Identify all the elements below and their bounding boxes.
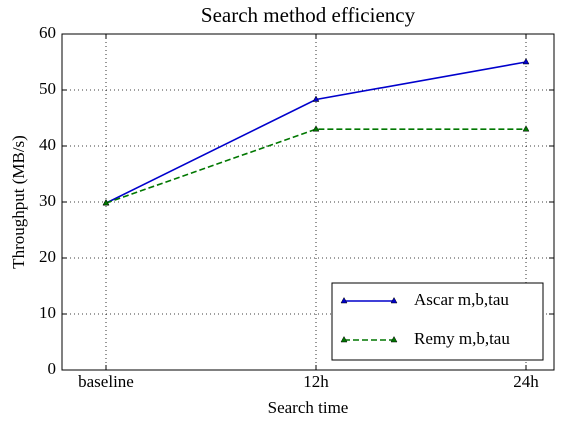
y-tick-label: 40 [39, 135, 56, 154]
y-tick-label: 50 [39, 79, 56, 98]
line [105, 128, 526, 204]
y-tick-label: 30 [39, 191, 56, 210]
y-axis-label: Throughput (MB/s) [9, 135, 28, 269]
chart-title: Search method efficiency [201, 3, 416, 27]
legend-marker [340, 296, 348, 304]
marker [312, 95, 320, 102]
legend-marker [340, 335, 348, 343]
y-tick-label: 10 [39, 303, 56, 322]
marker [312, 125, 320, 132]
marker [522, 125, 530, 132]
y-tick-label: 0 [48, 359, 57, 378]
x-tick-label: baseline [78, 372, 134, 391]
legend-marker [390, 296, 398, 304]
x-tick-label: 12h [303, 372, 329, 391]
y-tick-label: 20 [39, 247, 56, 266]
marker [102, 199, 110, 206]
marker [522, 57, 530, 65]
legend-marker [390, 335, 398, 343]
legend-label: Ascar m,b,tau [414, 290, 509, 309]
legend-label: Remy m,b,tau [414, 329, 510, 348]
plot-frame [61, 33, 555, 371]
x-tick-label: 24h [513, 372, 539, 391]
x-axis-label: Search time [268, 398, 349, 417]
y-tick-label: 60 [39, 23, 56, 42]
legend-box [331, 282, 544, 361]
